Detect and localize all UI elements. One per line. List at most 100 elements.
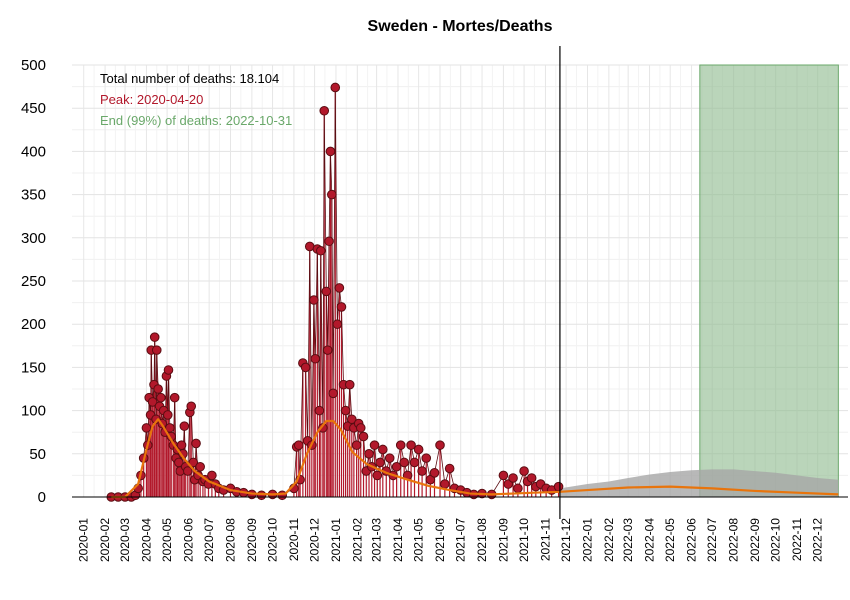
observed-point [351, 440, 362, 450]
observed-point [195, 461, 205, 472]
end-band-area [699, 64, 839, 498]
observed-point [384, 453, 395, 463]
observed-point [378, 444, 388, 455]
x-tick-label: 2021-10 [517, 518, 531, 562]
observed-point [310, 353, 321, 364]
observed-point [334, 283, 345, 293]
x-tick-label: 2022-01 [580, 518, 594, 562]
observed-point [191, 438, 201, 449]
axes-layer [72, 46, 848, 519]
x-tick-label: 2020-07 [202, 518, 216, 562]
observed-point [444, 463, 455, 474]
x-tick-label: 2021-07 [454, 518, 468, 562]
observed-point [553, 481, 564, 492]
observed-point [169, 392, 180, 403]
observed-point [375, 457, 385, 468]
x-tick-label: 2022-11 [790, 518, 804, 561]
observed-point [340, 405, 351, 416]
observed-point [149, 332, 160, 342]
x-tick-label: 2020-12 [308, 518, 322, 562]
x-tick-label: 2021-09 [496, 518, 510, 562]
y-tick-label: 250 [21, 273, 46, 290]
observed-point [315, 245, 326, 256]
observed-point [277, 490, 287, 501]
x-tick-label: 2021-12 [559, 518, 573, 562]
observed-point [186, 401, 197, 412]
x-tick-label: 2021-02 [350, 518, 364, 562]
observed-point [162, 410, 173, 420]
x-tick-label: 2022-07 [705, 518, 719, 562]
observed-point [163, 365, 174, 375]
x-tick-label: 2020-02 [98, 518, 112, 562]
observed-point [498, 470, 509, 481]
observed-point [508, 473, 518, 483]
observed-point [364, 449, 374, 459]
x-tick-label: 2020-06 [181, 518, 195, 562]
observed-point [293, 440, 304, 450]
observed-point [391, 461, 402, 472]
observed-point [325, 146, 336, 157]
observed-point [322, 345, 333, 355]
x-tick-label: 2022-06 [685, 518, 699, 562]
observed-point [358, 431, 369, 442]
end-band-layer [699, 64, 839, 498]
x-tick-label: 2020-09 [245, 518, 259, 562]
observed-point [355, 423, 366, 433]
x-tick-label: 2021-03 [370, 518, 384, 562]
x-tick-label: 2020-11 [287, 518, 301, 561]
observed-point [319, 105, 330, 116]
observed-point [519, 466, 529, 476]
observed-point [513, 483, 523, 494]
y-tick-label: 150 [21, 359, 46, 376]
observed-point [336, 302, 347, 312]
x-tick-label: 2021-04 [391, 518, 405, 562]
x-tick-label: 2022-03 [621, 518, 635, 562]
observed-point [330, 82, 341, 93]
observed-point [409, 457, 420, 468]
observed-point [256, 490, 267, 501]
x-tick-label: 2020-04 [139, 518, 153, 562]
x-tick-labels: 2020-01 2020-02 2020-03 2020-04 2020-05 2020-… [77, 518, 825, 562]
x-tick-label: 2022-04 [643, 518, 657, 562]
observed-point [327, 189, 337, 200]
observed-point [413, 444, 424, 455]
annotation-end: End (99%) of deaths: 2022-10-31 [100, 113, 292, 128]
observed-point [406, 440, 416, 450]
x-tick-label: 2020-03 [118, 518, 132, 562]
y-tick-label: 200 [21, 316, 46, 333]
x-tick-label: 2020-10 [266, 518, 280, 562]
y-tick-label: 450 [21, 100, 46, 117]
observed-point [369, 440, 380, 450]
observed-point [147, 397, 158, 407]
observed-point [324, 236, 334, 247]
observed-point [417, 466, 427, 476]
observed-point [309, 295, 319, 305]
observed-point [372, 470, 383, 481]
observed-point [395, 440, 406, 450]
annotation-total-deaths: Total number of deaths: 18.104 [100, 71, 279, 86]
y-tick-labels: 0 50 100 150 200 250 300 350 400 450 500 [21, 57, 46, 506]
y-tick-label: 400 [21, 143, 46, 160]
observed-point [321, 286, 332, 297]
observed-point [344, 379, 355, 390]
observed-point [328, 388, 338, 399]
chart-title: Sweden - Mortes/Deaths [368, 18, 553, 35]
x-tick-label: 2020-08 [224, 518, 238, 562]
observed-point [429, 468, 440, 478]
x-tick-label: 2020-01 [77, 518, 91, 562]
observed-point [153, 384, 163, 394]
observed-point [156, 392, 166, 403]
annotation-peak: Peak: 2020-04-20 [100, 92, 203, 107]
observed-point [435, 440, 445, 450]
x-tick-label: 2022-09 [748, 518, 762, 562]
x-tick-label: 2021-06 [433, 518, 447, 562]
observed-point [399, 457, 409, 468]
smoothed-line [111, 418, 839, 499]
observed-point [425, 474, 436, 485]
observed-point [332, 319, 343, 330]
y-tick-label: 100 [21, 403, 46, 420]
x-tick-label: 2021-11 [538, 518, 552, 561]
observed-point [188, 457, 199, 468]
x-tick-label: 2021-05 [412, 518, 426, 562]
